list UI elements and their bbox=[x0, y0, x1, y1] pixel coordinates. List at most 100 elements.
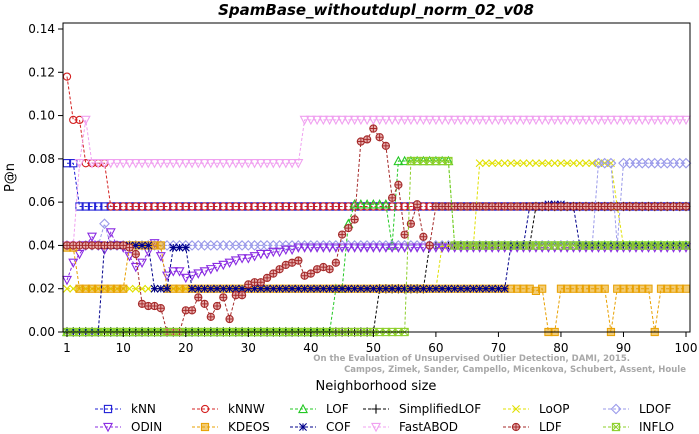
data-point bbox=[562, 115, 573, 126]
data-point bbox=[681, 284, 691, 293]
data-point bbox=[393, 155, 404, 166]
data-point bbox=[488, 159, 497, 168]
legend-label: SimplifiedLOF bbox=[399, 402, 481, 416]
data-point bbox=[81, 202, 90, 211]
data-point bbox=[275, 265, 284, 274]
legend-label: kNN bbox=[131, 402, 156, 416]
data-point bbox=[419, 284, 428, 293]
data-point bbox=[331, 284, 340, 293]
data-point bbox=[350, 284, 359, 293]
data-point bbox=[374, 115, 385, 126]
watermark-text: On the Evaluation of Unsupervised Outlie… bbox=[313, 354, 630, 364]
y-tick-label: 0.02 bbox=[28, 282, 55, 296]
data-point bbox=[268, 247, 279, 258]
data-point bbox=[563, 159, 572, 168]
data-point bbox=[131, 241, 140, 250]
data-point bbox=[374, 243, 385, 253]
legend-label: COF bbox=[326, 420, 351, 434]
data-point bbox=[444, 284, 453, 293]
series-knnw bbox=[62, 72, 691, 211]
data-point bbox=[200, 299, 209, 309]
data-point bbox=[338, 284, 347, 293]
data-point bbox=[287, 258, 297, 267]
data-point bbox=[374, 199, 385, 209]
data-point bbox=[218, 260, 229, 271]
legend-marker bbox=[200, 422, 210, 432]
data-point bbox=[355, 243, 366, 253]
data-point bbox=[300, 284, 309, 293]
data-point bbox=[119, 284, 128, 293]
data-point bbox=[469, 202, 478, 211]
data-point bbox=[362, 243, 373, 253]
legend-label: LDF bbox=[539, 420, 562, 434]
data-point bbox=[262, 249, 273, 260]
data-point bbox=[231, 284, 240, 293]
data-point bbox=[481, 284, 490, 293]
x-tick-label: 30 bbox=[241, 341, 256, 355]
data-point bbox=[319, 284, 328, 293]
data-point bbox=[400, 230, 409, 239]
data-point bbox=[162, 159, 173, 169]
y-tick-label: 0.04 bbox=[28, 238, 55, 252]
data-point bbox=[80, 115, 91, 126]
watermark-text: Campos, Zimek, Sander, Campello, Micenko… bbox=[344, 365, 686, 375]
chart-title: SpamBase_withoutdupl_norm_02_v08 bbox=[218, 1, 534, 19]
data-point bbox=[381, 141, 391, 151]
data-point bbox=[437, 115, 448, 126]
data-point bbox=[662, 115, 673, 126]
series-odin bbox=[61, 228, 692, 286]
data-point bbox=[174, 267, 185, 277]
legend-item: INFLO bbox=[603, 420, 674, 434]
data-point bbox=[313, 284, 322, 293]
data-point bbox=[156, 304, 165, 313]
data-point bbox=[243, 254, 254, 264]
data-point bbox=[580, 115, 591, 126]
data-point bbox=[480, 115, 491, 126]
data-point bbox=[118, 159, 129, 169]
x-tick-label: 80 bbox=[553, 341, 568, 355]
data-point bbox=[643, 115, 654, 126]
data-point bbox=[219, 202, 228, 211]
data-point bbox=[494, 159, 503, 168]
data-point bbox=[405, 115, 416, 126]
y-tick-label: 0.12 bbox=[28, 65, 55, 79]
data-point bbox=[138, 284, 147, 293]
data-point bbox=[400, 202, 409, 211]
data-point bbox=[406, 284, 415, 293]
data-point bbox=[330, 115, 341, 126]
x-tick-label: 50 bbox=[366, 341, 381, 355]
legend-marker bbox=[102, 422, 114, 433]
data-point bbox=[219, 284, 228, 293]
data-point bbox=[344, 284, 353, 293]
y-tick-label: 0.00 bbox=[28, 325, 55, 339]
data-point bbox=[293, 243, 304, 253]
data-point bbox=[618, 115, 629, 126]
legend-marker bbox=[297, 403, 309, 414]
data-point bbox=[469, 284, 478, 293]
x-tick-label: 100 bbox=[675, 341, 698, 355]
data-point bbox=[274, 247, 285, 258]
data-point bbox=[380, 115, 391, 126]
data-point bbox=[193, 269, 204, 279]
data-point bbox=[61, 275, 73, 286]
data-point bbox=[300, 202, 309, 211]
data-point bbox=[575, 159, 584, 168]
data-point bbox=[225, 202, 234, 211]
data-point bbox=[131, 284, 140, 293]
data-point bbox=[419, 232, 428, 241]
data-point bbox=[474, 115, 485, 126]
data-point bbox=[269, 284, 278, 293]
data-point bbox=[438, 202, 447, 211]
data-point bbox=[255, 249, 266, 260]
data-point bbox=[518, 115, 529, 126]
legend-marker bbox=[512, 405, 520, 413]
legend-item: kNN bbox=[95, 402, 156, 416]
data-point bbox=[281, 284, 290, 293]
data-point bbox=[493, 115, 504, 126]
data-point bbox=[331, 258, 341, 267]
data-point bbox=[237, 202, 247, 211]
data-point bbox=[425, 284, 434, 293]
data-point bbox=[131, 249, 140, 259]
data-point bbox=[119, 241, 128, 250]
